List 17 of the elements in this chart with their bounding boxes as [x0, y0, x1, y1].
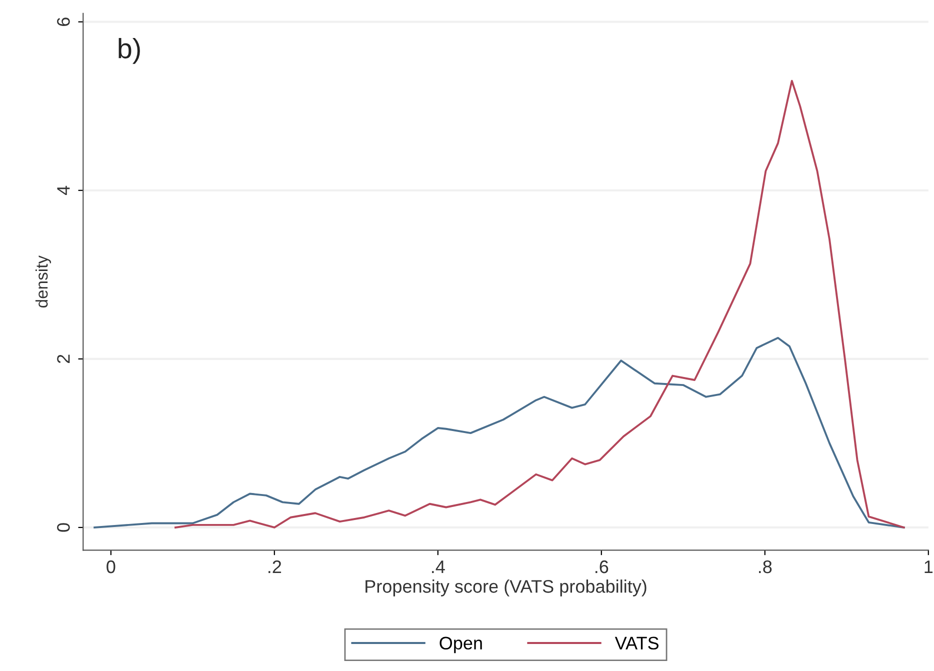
legend-label: VATS: [614, 636, 658, 650]
x-tick-label: .2: [268, 560, 282, 574]
y-tick-label: 2: [57, 354, 70, 364]
line-series: [174, 80, 905, 528]
y-tick-label: 6: [57, 18, 70, 26]
y-tick-label: 4: [57, 186, 70, 195]
x-axis-title: Propensity score (VATS probability): [366, 580, 646, 596]
x-tick-label: .4: [432, 560, 445, 574]
annotation: b): [118, 38, 140, 64]
line-series: [94, 336, 905, 528]
legend-label: Open: [440, 636, 482, 654]
x-tick-label: .8: [759, 560, 772, 574]
x-tick-label: 0: [106, 560, 116, 574]
x-tick-label: 1: [924, 560, 933, 574]
x-tick-label: .6: [596, 560, 608, 574]
y-tick-label: 0: [57, 523, 70, 532]
y-axis-title: density: [35, 255, 52, 308]
